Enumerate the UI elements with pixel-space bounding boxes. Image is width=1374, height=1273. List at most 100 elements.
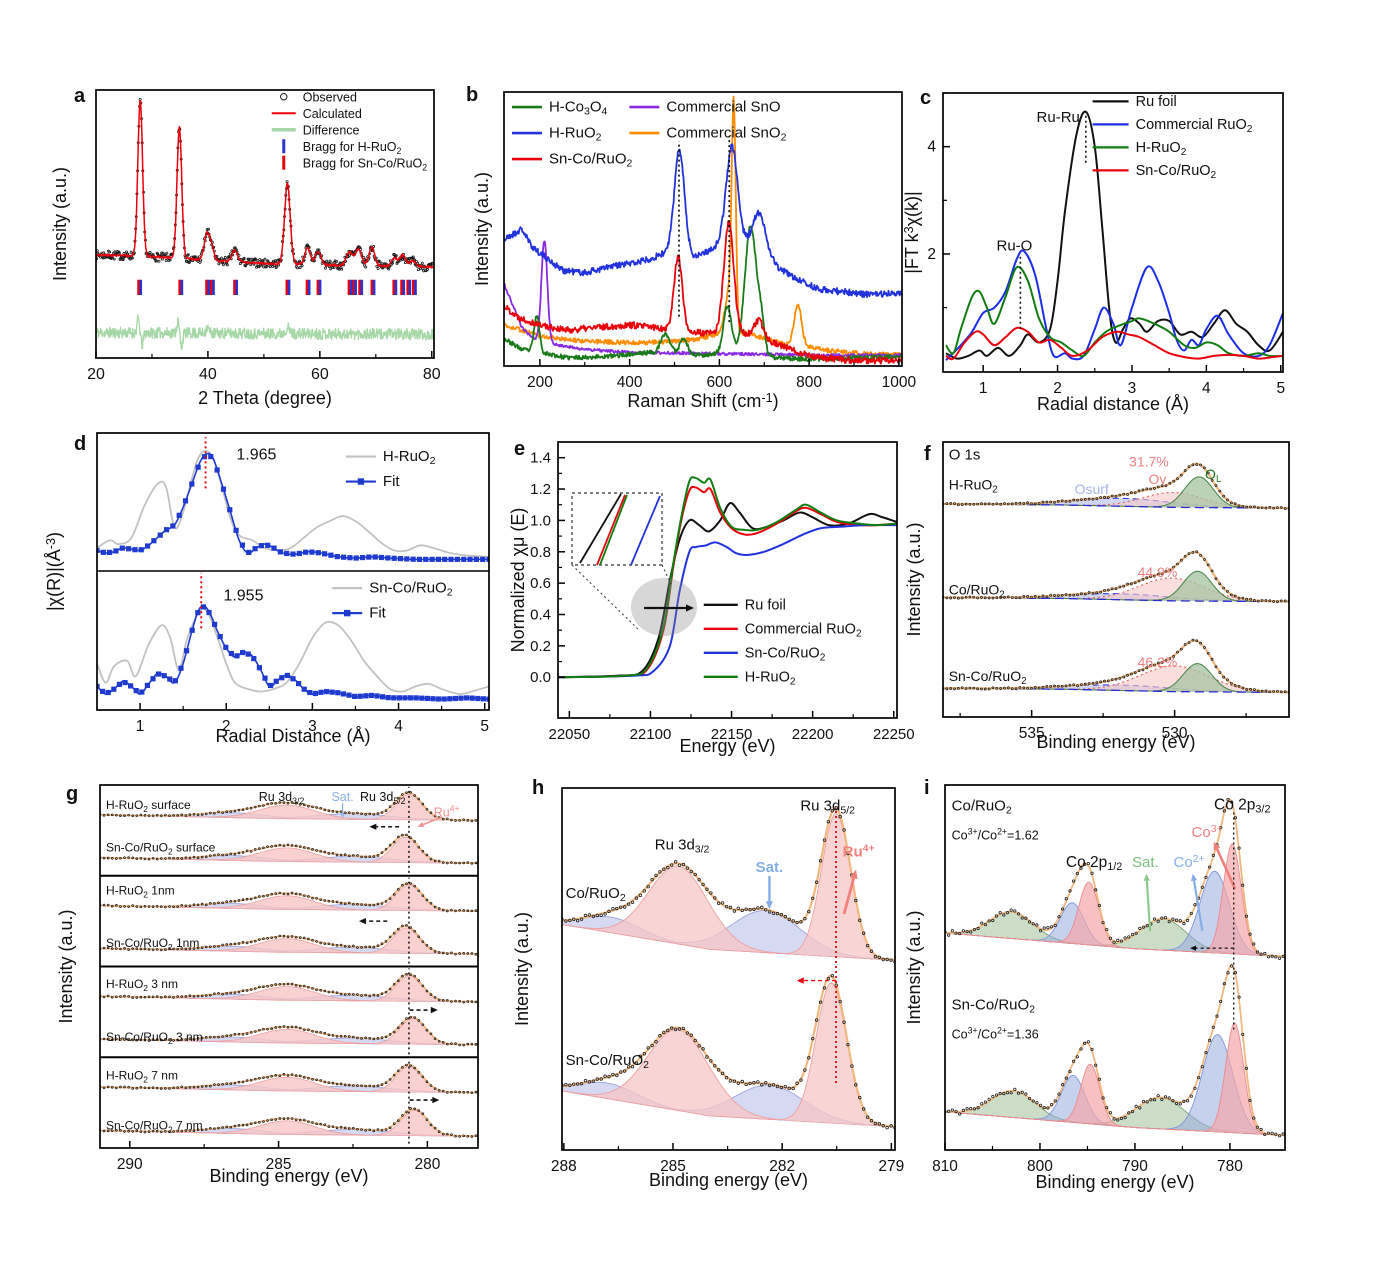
- data-points-sn-co-ruo2: [1283, 690, 1287, 694]
- data-points-sn-co-ruo2-3nm: [405, 1017, 408, 1020]
- annotation-text: Sat.: [1132, 854, 1159, 871]
- data-points-h-ruo2-7nm: [454, 1090, 457, 1094]
- marker-sn-co-ruo2-fit: [340, 691, 346, 697]
- data-points-h-ruo2-3nm: [352, 993, 355, 996]
- data-points-sn-co-ruo2-surface: [213, 853, 216, 857]
- data-points-h-ruo2-1nm: [458, 908, 461, 912]
- data-points-sn-co-ruo2-1nm: [470, 952, 474, 955]
- x-tick-label: 288: [551, 1158, 577, 1175]
- data-points-sn-co-ruo2-7nm: [274, 1118, 278, 1121]
- data-points-sn-co-ruo2-3nm: [188, 1037, 192, 1040]
- data-points-h-ruo2-surface: [421, 802, 425, 806]
- data-points-h-ruo2-surface: [229, 810, 233, 813]
- data-points-h-ruo2-3nm: [339, 992, 343, 996]
- data-points-co-ruo2: [1204, 875, 1208, 879]
- data-points-sn-co-ruo2-3nm: [221, 1035, 224, 1038]
- data-points-co-ruo2: [666, 865, 670, 870]
- data-points-sn-co-ruo2-1nm: [441, 951, 445, 955]
- data-points-co-ruo2: [1156, 572, 1160, 576]
- data-points-h-ruo2-surface: [102, 814, 106, 817]
- data-points-sn-co-ruo2: [1189, 1094, 1193, 1098]
- data-points-co-ruo2: [1230, 800, 1234, 804]
- data-points-h-ruo2-3nm: [397, 979, 400, 982]
- data-points-h-ruo2-surface: [180, 813, 184, 817]
- data-points-h-ruo2-surface: [147, 814, 151, 817]
- data-points-sn-co-ruo2: [877, 1122, 882, 1126]
- data-points-sn-co-ruo2: [654, 1039, 658, 1044]
- data-points-h-ruo2-3nm: [168, 995, 171, 999]
- data-points-sn-co-ruo2-1nm: [462, 952, 465, 955]
- data-points-co-ruo2: [1010, 596, 1014, 600]
- data-points-h-ruo2-3nm: [229, 991, 233, 995]
- data-points-h-ruo2-7nm: [307, 1076, 310, 1080]
- data-points-h-ruo2-7nm: [147, 1086, 151, 1090]
- component-pink-co-ruo2: [945, 844, 1285, 957]
- data-points-sn-co-ruo2: [713, 1063, 717, 1068]
- marker-sn-co-ruo2-fit: [363, 693, 369, 699]
- data-points-h-ruo2-3nm: [466, 1000, 470, 1003]
- data-points-h-ruo2-1nm: [266, 894, 269, 897]
- data-points-h-ruo2-7nm: [327, 1081, 331, 1084]
- data-points-sn-co-ruo2-1nm: [466, 952, 470, 955]
- data-points-h-ruo2-7nm: [274, 1074, 278, 1077]
- component-pink-sn-co-ruo2-surface: [100, 837, 478, 864]
- data-points-co-ruo2: [689, 869, 693, 874]
- data-points-h-ruo2-3nm: [139, 995, 143, 999]
- data-points-co-ruo2: [983, 922, 988, 927]
- data-points-h-ruo2-1nm: [172, 905, 175, 909]
- data-points-h-ruo2: [1076, 498, 1079, 502]
- data-points-sn-co-ruo2-3nm: [401, 1021, 404, 1025]
- marker-h-ruo2-fit: [480, 556, 486, 562]
- data-points-sn-co-ruo2-1nm: [233, 942, 237, 946]
- data-points-sn-co-ruo2-3nm: [192, 1038, 196, 1041]
- data-points-sn-co-ruo2-7nm: [319, 1122, 322, 1126]
- data-points-h-ruo2-1nm: [188, 904, 192, 908]
- data-points-co-ruo2: [998, 911, 1002, 915]
- data-points-sn-co-ruo2-7nm: [237, 1123, 241, 1127]
- data-points-co-ruo2: [1229, 593, 1233, 597]
- component-pink-sn-co-ruo2-1nm: [100, 927, 478, 954]
- x-tick-label: 22150: [711, 726, 753, 743]
- data-points-co-ruo2: [791, 919, 795, 923]
- data-points-h-ruo2: [956, 503, 960, 507]
- data-points-sn-co-ruo2-7nm: [474, 1134, 478, 1137]
- data-points-sn-co-ruo2-7nm: [458, 1135, 461, 1138]
- component-blue-sn-co-ruo2: [945, 1034, 1285, 1136]
- x-tick-label: 40: [199, 366, 217, 383]
- data-points-co-ruo2: [1075, 871, 1079, 876]
- data-points-co-ruo2: [615, 906, 619, 911]
- data-points-sn-co-ruo2: [1013, 1087, 1017, 1091]
- annotation-text: Co/RuO2: [949, 582, 1005, 601]
- annotation-text: H-RuO2 7 nm: [106, 1069, 178, 1085]
- data-points-sn-co-ruo2: [1171, 1099, 1175, 1103]
- data-points-sn-co-ruo2-7nm: [298, 1118, 302, 1122]
- component-outline-sn-co-ruo2: [945, 1022, 1285, 1136]
- data-points-sn-co-ruo2-7nm: [106, 1129, 110, 1133]
- data-points-h-ruo2-3nm: [290, 982, 294, 986]
- data-points-co-ruo2: [1156, 919, 1160, 923]
- data-points-sn-co-ruo2-surface: [303, 846, 306, 849]
- data-points-sn-co-ruo2: [595, 1077, 599, 1081]
- data-points-sn-co-ruo2-7nm: [123, 1130, 126, 1133]
- marker-sn-co-ruo2-fit: [273, 678, 279, 684]
- data-points-h-ruo2-3nm: [245, 989, 249, 992]
- data-points-sn-co-ruo2: [642, 1052, 646, 1056]
- marker-h-ruo2-fit: [423, 556, 429, 562]
- data-points-co-ruo2: [1195, 550, 1199, 554]
- data-points-h-ruo2-7nm: [458, 1090, 461, 1094]
- y-axis-label-i: Intensity (a.u.): [904, 910, 924, 1024]
- marker-h-ruo2-fit: [176, 512, 182, 518]
- data-points-sn-co-ruo2: [1222, 675, 1226, 679]
- data-points-h-ruo2-1nm: [100, 903, 102, 907]
- data-points-sn-co-ruo2: [953, 687, 956, 691]
- data-points-sn-co-ruo2: [972, 1107, 977, 1111]
- data-points-sn-co-ruo2-surface: [184, 856, 188, 859]
- plot-area-d: [97, 450, 489, 702]
- data-points-co-ruo2: [740, 908, 744, 913]
- data-points-sn-co-ruo2-7nm: [372, 1129, 376, 1133]
- data-points-co-ruo2: [1256, 599, 1260, 603]
- data-points-sn-co-ruo2-7nm: [135, 1129, 139, 1133]
- data-points-sn-co-ruo2-7nm: [425, 1118, 429, 1121]
- data-points-sn-co-ruo2: [1041, 685, 1045, 689]
